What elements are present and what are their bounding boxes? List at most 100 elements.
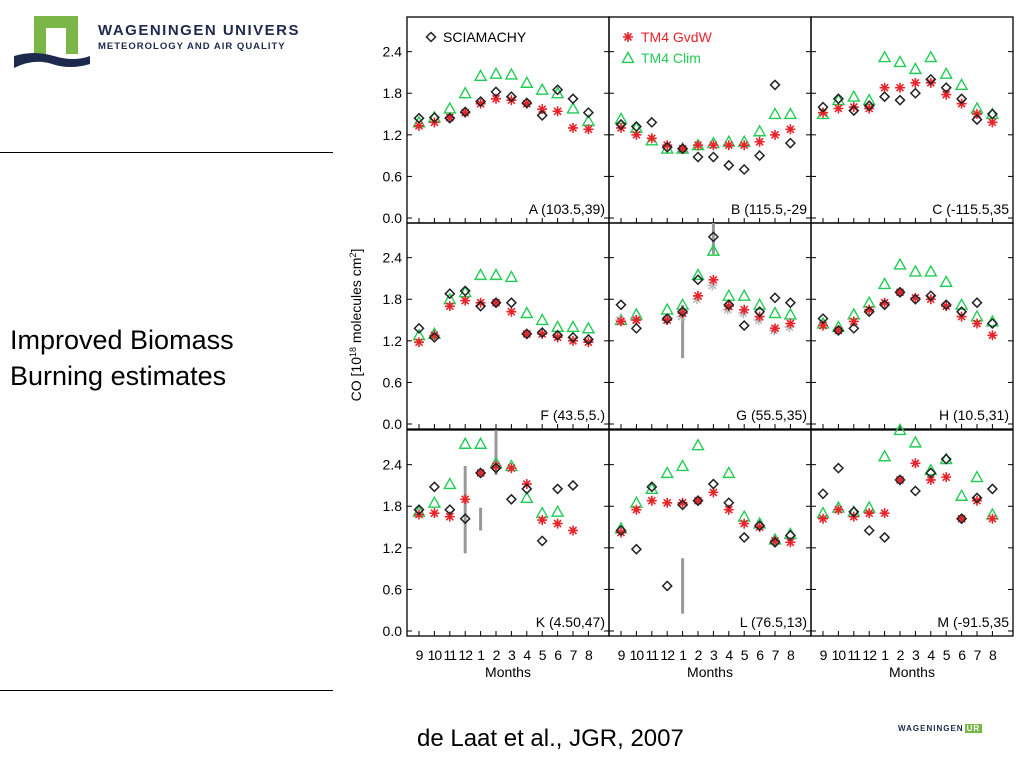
sciamachy-point [940, 453, 952, 465]
tm4-clim-point [877, 277, 892, 290]
sciamachy-point [832, 93, 844, 105]
sciamachy-point [956, 513, 968, 525]
sciamachy-point [444, 504, 456, 516]
tm4-gvdw-point [552, 332, 563, 343]
tm4-gvdw-point [444, 511, 455, 522]
y-tick-label: 1.2 [383, 333, 403, 349]
x-tick-label: 9 [820, 647, 828, 663]
x-tick-label: 3 [710, 647, 718, 663]
sciamachy-point [971, 297, 983, 309]
x-tick-label: 7 [772, 647, 780, 663]
tm4-gvdw-point [506, 306, 517, 317]
x-tick-label: 6 [958, 647, 966, 663]
tm4-clim-point [489, 66, 503, 79]
tm4-gvdw-point [677, 143, 688, 154]
sciamachy-point [661, 141, 673, 153]
tm4-gvdw-point [491, 93, 501, 104]
tm4-clim-point [458, 436, 472, 449]
tm4-gvdw-point [662, 315, 673, 326]
tm4-clim-point [924, 463, 938, 476]
tm4-gvdw-point [568, 122, 578, 133]
tm4-clim-point [752, 124, 767, 137]
sciamachy-point [490, 86, 502, 98]
sciamachy-point [646, 116, 658, 128]
y-tick-label: 1.8 [383, 498, 403, 514]
tm4-gvdw-point [475, 467, 486, 478]
tm4-gvdw-point [552, 518, 563, 529]
sciamachy-point [723, 159, 735, 171]
tm4-gvdw-point [972, 495, 982, 506]
tm4-clim-point [566, 101, 580, 114]
sciamachy-point [784, 137, 796, 149]
y-tick-label: 1.2 [383, 127, 403, 143]
sciamachy-point [769, 292, 781, 304]
y-tick-label: 2.4 [383, 457, 403, 473]
sciamachy-point [413, 504, 425, 516]
x-tick-label: 12 [660, 647, 675, 663]
tm4-clim-point [877, 50, 892, 63]
x-tick-label: 10 [428, 647, 443, 663]
wageningen-emblem-icon [14, 16, 90, 68]
tm4-gvdw-point [646, 495, 657, 506]
wageningen-ur-logo: WAGENINGEN UR [898, 724, 1010, 738]
x-tick-label: 3 [912, 647, 920, 663]
co-comparison-chart: 0.0 0.6 1.2 1.8 2.4 0.0 0.6 1.2 1.8 2.4 0.0 0.6 1.2 1… [333, 0, 1024, 692]
tm4-gvdw-gray-point [738, 308, 749, 319]
slide-heading-line2: Burning estimates [10, 361, 227, 391]
tm4-clim-point [768, 306, 782, 319]
tm4-gvdw-point [429, 330, 440, 341]
tm4-clim-point [458, 86, 472, 99]
tm4-clim-point [691, 268, 705, 281]
sciamachy-point [832, 324, 844, 336]
legend-sciamachy-marker [425, 31, 437, 43]
x-tick-label: 5 [943, 647, 951, 663]
tm4-clim-point [581, 321, 596, 334]
sciamachy-point [459, 106, 471, 118]
y-tick-label: 0.6 [383, 168, 403, 184]
tm4-clim-point [908, 264, 923, 277]
tm4-clim-point [535, 82, 549, 95]
panel-label: A (103.5,39) [529, 201, 605, 217]
tm4-gvdw-point [864, 304, 875, 315]
x-axis-label: Months [485, 664, 531, 680]
y-tick-label: 1.2 [383, 540, 403, 556]
legend-tm4-clim-marker [621, 51, 635, 64]
tm4-gvdw-point [941, 301, 952, 312]
sciamachy-point [428, 481, 440, 493]
sciamachy-point [894, 286, 906, 298]
tm4-clim-point [908, 62, 923, 75]
tm4-gvdw-point [785, 124, 796, 135]
header-rule [0, 152, 333, 153]
x-tick-label: 10 [832, 647, 847, 663]
sciamachy-point [646, 481, 658, 493]
tm4-clim-point [893, 423, 907, 436]
tm4-gvdw-point [833, 103, 844, 114]
tm4-gvdw-point [785, 318, 796, 329]
panel-label: M (-91.5,35 [937, 614, 1009, 630]
y-tick-label: 0.6 [383, 581, 403, 597]
sciamachy-point [925, 290, 937, 302]
tm4-gvdw-point [616, 527, 626, 538]
wur-logo-text: WAGENINGEN [898, 724, 964, 733]
tm4-clim-point [550, 86, 565, 99]
tm4-clim-point [427, 495, 442, 508]
sciamachy-point [413, 322, 425, 334]
x-tick-label: 11 [444, 647, 458, 663]
tm4-gvdw-point [818, 320, 828, 331]
tm4-gvdw-point [537, 515, 548, 526]
legend-tm4-gvdw-label: TM4 GvdW [641, 29, 713, 45]
x-tick-label: 5 [539, 647, 547, 663]
sciamachy-point [677, 143, 689, 155]
tm4-clim-point [473, 68, 488, 82]
sciamachy-point [971, 492, 983, 504]
tm4-gvdw-point [833, 504, 844, 515]
tm4-gvdw-point [444, 301, 455, 312]
tm4-clim-point [847, 89, 861, 102]
tm4-gvdw-point [987, 513, 998, 524]
sciamachy-point [848, 506, 860, 518]
sciamachy-point [738, 320, 750, 332]
x-tick-label: 5 [741, 647, 749, 663]
tm4-clim-point [660, 466, 674, 479]
sciamachy-point [754, 520, 766, 532]
panel-label: F (43.5,5.) [540, 407, 605, 423]
